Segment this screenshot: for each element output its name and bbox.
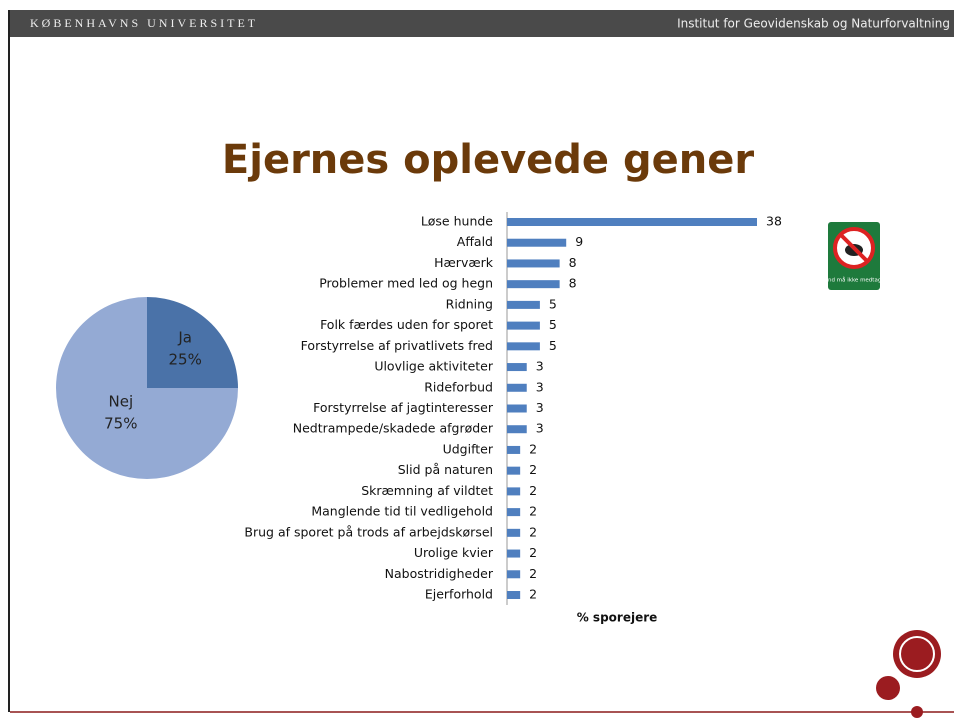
category-label: Ejerforhold: [425, 587, 493, 602]
bar-value-label: 9: [575, 234, 583, 249]
bar: [507, 259, 560, 268]
bar-value-label: 5: [549, 338, 557, 353]
bar-value-label: 2: [529, 483, 537, 498]
category-label: Problemer med led og hegn: [319, 276, 493, 291]
bar-value-label: 2: [529, 545, 537, 560]
bar-value-label: 3: [536, 379, 544, 394]
category-label: Rideforbud: [424, 379, 493, 394]
bar-value-label: 5: [549, 296, 557, 311]
pie-label: Ja: [177, 328, 192, 346]
category-label: Folk færdes uden for sporet: [320, 317, 493, 332]
pie-slice: [56, 297, 238, 479]
bar: [507, 466, 521, 475]
category-label: Udgifter: [443, 441, 494, 456]
bar: [507, 321, 540, 330]
top-margin: [0, 0, 954, 10]
category-label: Forstyrrelse af jagtinteresser: [313, 400, 494, 415]
bar: [507, 528, 521, 537]
category-label: Skræmning af vildtet: [361, 483, 493, 498]
bar-value-label: 2: [529, 524, 537, 539]
bar: [507, 300, 540, 309]
slide-title: Ejernes oplevede gener: [222, 137, 754, 183]
category-label: Nedtrampede/skadede afgrøder: [293, 421, 494, 436]
pie-slice: [147, 297, 238, 388]
bar: [507, 425, 527, 434]
bar-value-label: 3: [536, 359, 544, 374]
sign-text: Hund må ikke medtages: [820, 277, 887, 284]
bar-value-label: 2: [529, 587, 537, 602]
x-axis-label: % sporejere: [577, 611, 658, 625]
pie-value-label: 25%: [169, 350, 202, 368]
pie-value-label: 75%: [104, 415, 137, 433]
category-label: Ridning: [446, 296, 493, 311]
logo-ring: [899, 636, 935, 672]
category-label: Urolige kvier: [414, 545, 494, 560]
bar: [507, 404, 527, 413]
category-label: Hærværk: [434, 255, 494, 270]
no-dogs-sign: Hund må ikke medtages: [820, 222, 888, 290]
logo-dot: [876, 676, 900, 700]
left-border: [8, 10, 10, 712]
category-label: Løse hunde: [421, 214, 493, 229]
sign-slash: [839, 233, 869, 263]
bar: [507, 363, 527, 372]
bar: [507, 342, 540, 351]
logo: [876, 630, 941, 718]
bar: [507, 280, 560, 289]
bar: [507, 570, 521, 579]
category-label: Ulovlige aktiviteter: [374, 359, 494, 374]
category-label: Brug af sporet på trods af arbejdskørsel: [244, 524, 493, 539]
header-left: KØBENHAVNS UNIVERSITET: [30, 16, 258, 30]
bar-value-label: 3: [536, 421, 544, 436]
category-label: Slid på naturen: [398, 462, 493, 477]
bar-value-label: 2: [529, 504, 537, 519]
bar: [507, 445, 521, 454]
header-right: Institut for Geovidenskab og Naturforval…: [677, 17, 950, 31]
bar: [507, 218, 757, 226]
bar: [507, 487, 521, 496]
bar: [507, 591, 521, 599]
pie-label: Nej: [109, 393, 134, 411]
header-bar: [8, 10, 954, 37]
bar-value-label: 3: [536, 400, 544, 415]
bar: [507, 383, 527, 392]
bar-value-label: 8: [569, 276, 577, 291]
category-label: Affald: [457, 234, 493, 249]
category-label: Manglende tid til vedligehold: [311, 504, 493, 519]
category-label: Forstyrrelse af privatlivets fred: [301, 338, 493, 353]
bar-value-label: 2: [529, 441, 537, 456]
bar-value-label: 2: [529, 462, 537, 477]
bar-value-label: 38: [766, 214, 782, 229]
bar: [507, 549, 521, 558]
bar-value-label: 2: [529, 566, 537, 581]
bar: [507, 508, 521, 517]
logo-dot-small: [911, 706, 923, 718]
bar: [507, 238, 567, 247]
bar-value-label: 5: [549, 317, 557, 332]
category-label: Nabostridigheder: [385, 566, 494, 581]
bar-value-label: 8: [569, 255, 577, 270]
